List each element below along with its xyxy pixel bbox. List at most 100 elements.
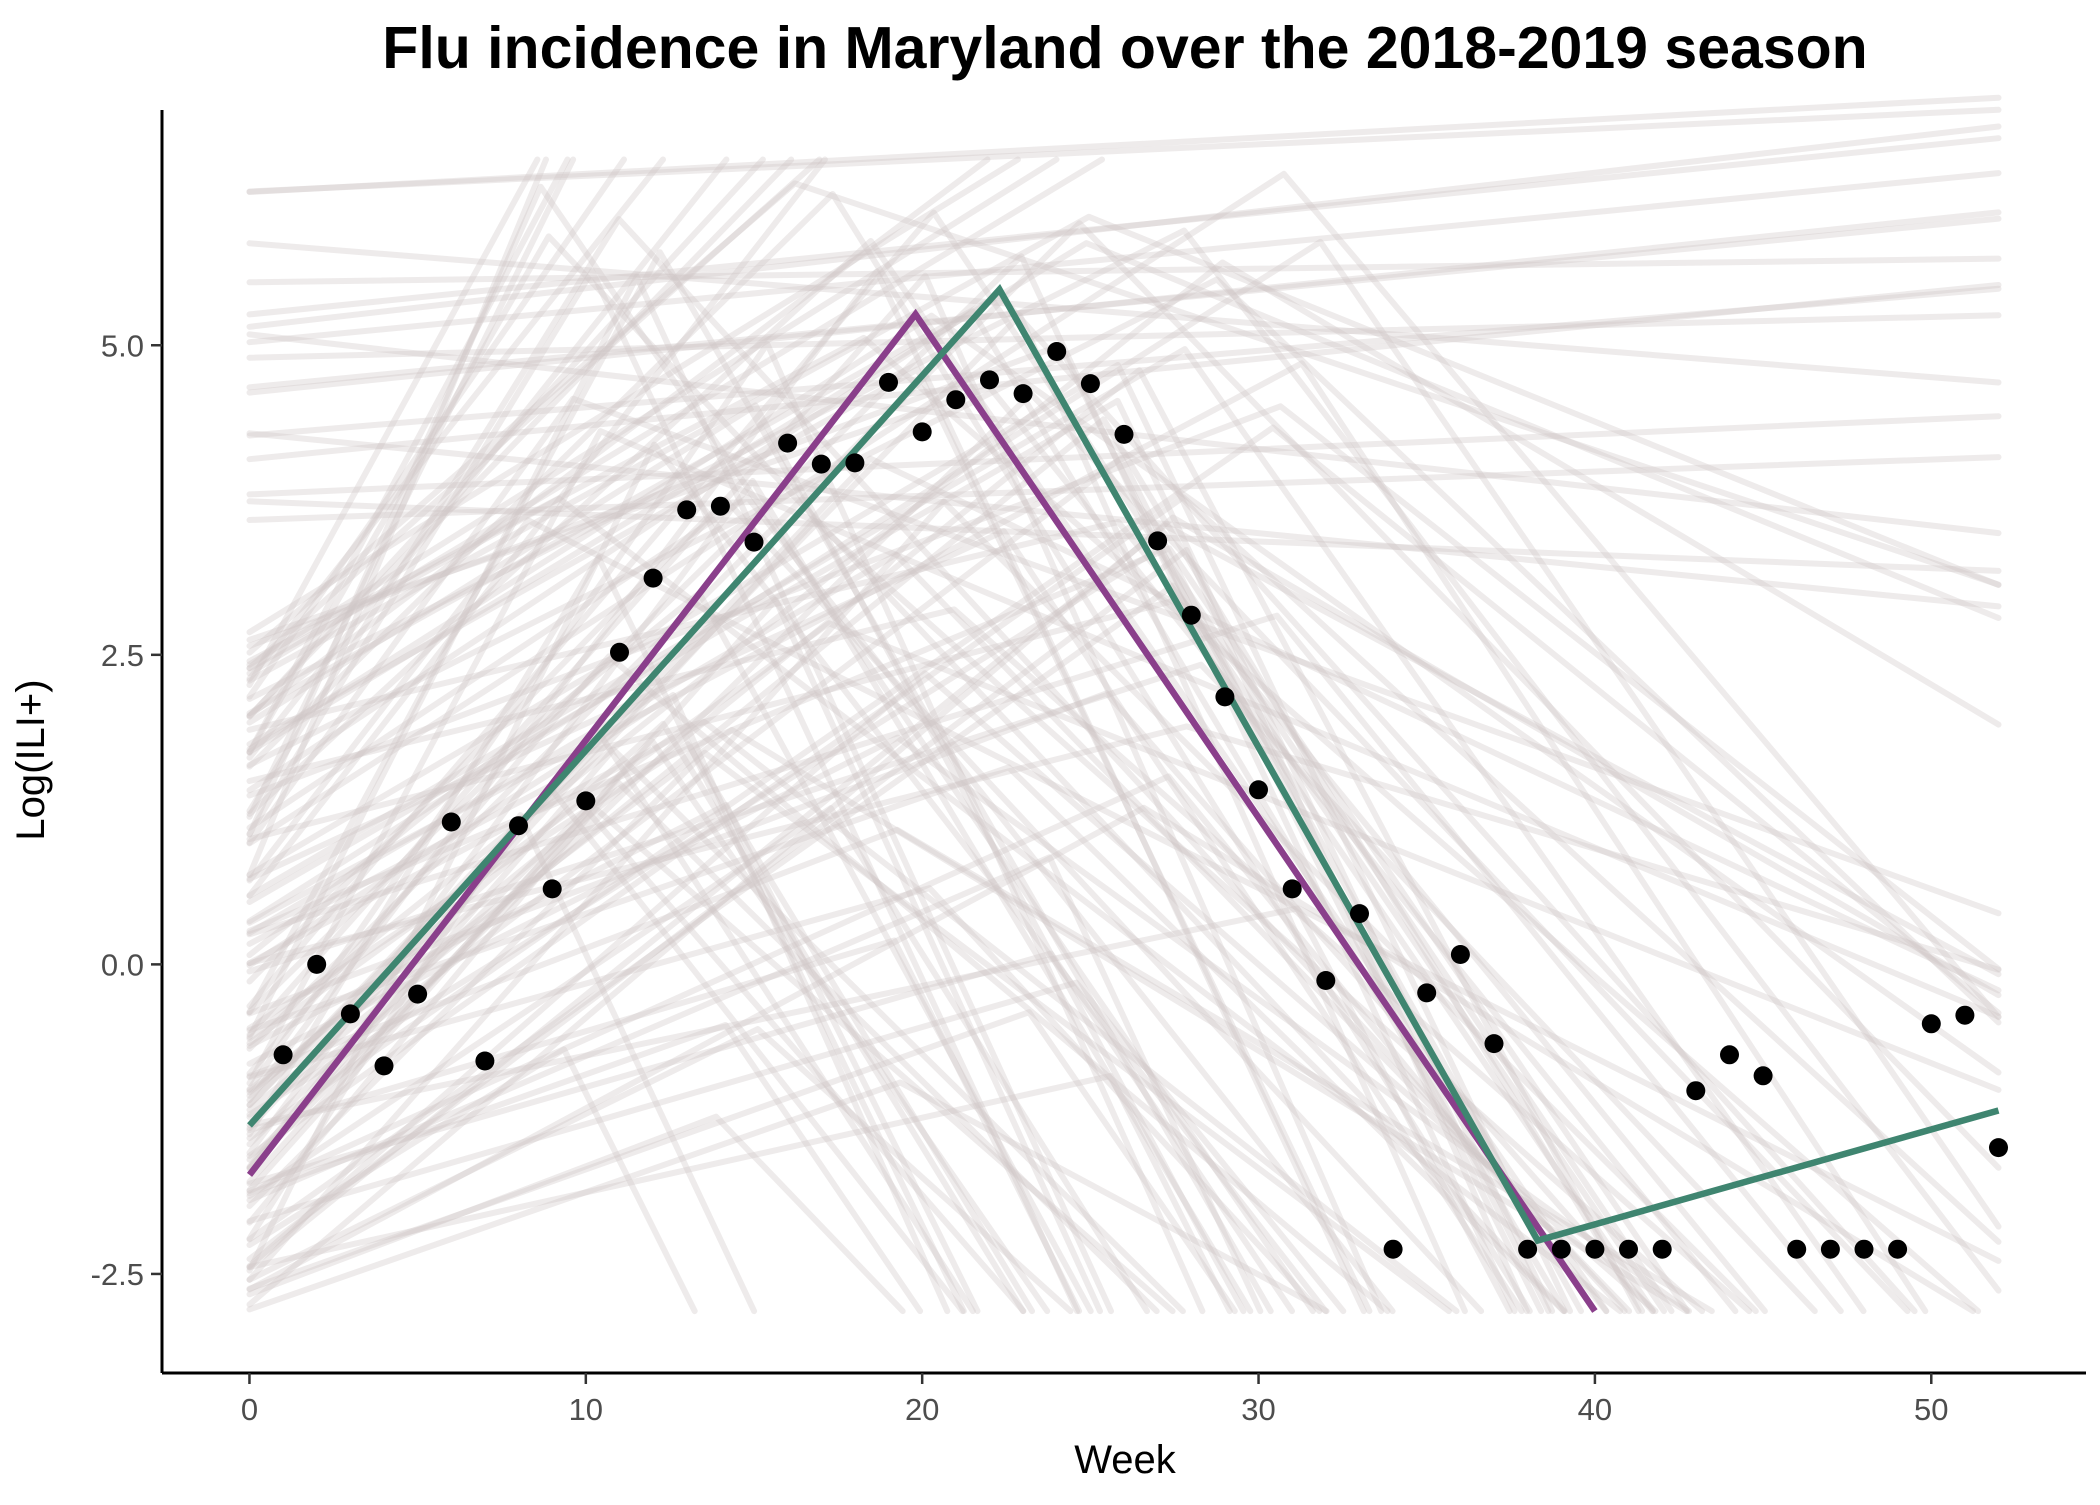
data-point xyxy=(1921,1014,1941,1034)
y-tick-label: 2.5 xyxy=(101,638,144,673)
sample-trajectory-line xyxy=(246,734,1692,1315)
axes: 0 10 20 30 40 50 -2.5 0.0 2.5 5.0 xyxy=(91,110,2086,1427)
sample-trajectory-line xyxy=(246,276,2002,1026)
sample-trajectory-line xyxy=(246,402,1247,1315)
x-axis-title: Week xyxy=(1074,1438,1177,1482)
sample-trajectory-line xyxy=(246,670,1659,1315)
sample-trajectory-line xyxy=(246,215,2002,391)
sample-trajectory-line xyxy=(246,885,1323,1315)
sample-trajectory-line xyxy=(246,454,2002,523)
data-point xyxy=(1215,687,1235,707)
sample-trajectory-line xyxy=(246,413,2002,498)
sample-trajectory-line xyxy=(246,1079,1330,1315)
sample-trajectory-line xyxy=(246,455,2002,1108)
data-point xyxy=(1450,945,1470,964)
sample-trajectory-line xyxy=(246,156,577,820)
sample-trajectory-line xyxy=(246,598,1657,1315)
data-point xyxy=(475,1051,495,1071)
sample-trajectory-line xyxy=(246,424,2002,1142)
sample-trajectory-line xyxy=(246,366,1373,1315)
sample-trajectory-line xyxy=(246,209,2002,396)
sample-trajectory-line xyxy=(246,1046,698,1315)
sample-trajectory-line xyxy=(246,285,2002,439)
sample-trajectory-line xyxy=(246,170,2002,1021)
data-point xyxy=(811,454,831,474)
sample-trajectory-line xyxy=(246,495,1624,1315)
sample-trajectory-line xyxy=(246,238,1610,1315)
sample-trajectory-line xyxy=(246,806,1176,1315)
sample-trajectory-line xyxy=(246,227,2002,1294)
y-tick-label: 5.0 xyxy=(101,328,144,363)
sample-trajectory-line xyxy=(246,213,2002,684)
sample-trajectory-line xyxy=(246,494,2002,1245)
sample-trajectory-line xyxy=(246,428,2002,1087)
x-tick-label: 10 xyxy=(569,1392,603,1427)
sample-trajectory-line xyxy=(246,746,1186,1315)
data-point xyxy=(1619,1239,1638,1259)
sample-trajectory-line xyxy=(246,653,1391,1315)
data-point xyxy=(1518,1239,1538,1259)
sample-trajectory-line xyxy=(246,905,1513,1315)
sample-trajectory-line xyxy=(246,156,730,761)
sample-trajectory-line xyxy=(246,522,2002,1271)
x-tick-label: 50 xyxy=(1914,1392,1948,1427)
sample-trajectory-line xyxy=(246,94,2002,195)
sample-trajectory-line xyxy=(246,1009,1238,1315)
x-tick-label: 30 xyxy=(1241,1392,1275,1427)
sample-trajectory-line xyxy=(246,395,2002,917)
sample-trajectory-line xyxy=(246,612,1844,1315)
data-point xyxy=(1787,1239,1807,1259)
sample-trajectory-line xyxy=(246,156,571,756)
sample-trajectory-line xyxy=(246,273,1114,1315)
sample-trajectory-line xyxy=(246,430,2002,610)
sample-trajectory-line xyxy=(246,341,1206,1315)
sample-trajectory-line xyxy=(246,253,1518,1315)
sample-trajectory-line xyxy=(246,170,2002,346)
sample-trajectory-line xyxy=(246,156,1105,677)
sample-trajectory-line xyxy=(246,518,1706,1315)
sample-trajectory-line xyxy=(246,606,1753,1315)
y-tick-label: 0.0 xyxy=(101,947,144,982)
sample-trajectory-line xyxy=(246,233,1567,1315)
sample-trajectory-line xyxy=(246,514,2002,1308)
sample-trajectory-line xyxy=(246,826,1715,1315)
sample-trajectory-lines xyxy=(246,94,2002,1315)
data-point xyxy=(1720,1045,1739,1065)
data-point xyxy=(1955,1005,1975,1025)
sample-trajectory-line xyxy=(246,156,549,879)
sample-trajectory-line xyxy=(246,156,541,688)
data-point xyxy=(307,954,327,974)
sample-trajectory-line xyxy=(246,937,1083,1315)
data-point xyxy=(1484,1034,1504,1054)
sample-trajectory-line xyxy=(246,416,1646,1315)
sample-trajectory-line xyxy=(246,220,2002,1171)
x-tick-label: 40 xyxy=(1578,1392,1612,1427)
data-point xyxy=(1047,342,1067,361)
sample-trajectory-line xyxy=(246,209,1675,1315)
sample-trajectory-line xyxy=(246,240,2002,386)
sample-trajectory-line xyxy=(246,764,1567,1315)
data-point xyxy=(340,1004,360,1024)
sample-trajectory-line xyxy=(246,494,1396,1315)
sample-trajectory-line xyxy=(246,334,1982,1315)
sample-trajectory-line xyxy=(246,240,2002,755)
sample-trajectory-line xyxy=(246,1022,924,1315)
sample-trajectory-line xyxy=(246,738,1051,1315)
data-point xyxy=(1854,1239,1874,1259)
sample-trajectory-line xyxy=(246,528,1525,1315)
data-point xyxy=(509,816,528,836)
sample-trajectory-line xyxy=(246,106,2002,195)
purple-fitted-line xyxy=(246,308,1598,1313)
observed-points xyxy=(273,342,2008,1259)
sample-trajectory-line xyxy=(246,135,2002,318)
data-point xyxy=(1652,1239,1672,1259)
sample-trajectory-line xyxy=(246,741,1035,1315)
data-point xyxy=(576,791,596,811)
sample-trajectory-line xyxy=(246,259,2002,1042)
data-point xyxy=(542,879,562,899)
chart-title: Flu incidence in Maryland over the 2018-… xyxy=(382,15,1867,81)
data-point xyxy=(845,453,865,473)
sample-trajectory-line xyxy=(246,268,1081,1315)
data-point xyxy=(1181,605,1201,625)
